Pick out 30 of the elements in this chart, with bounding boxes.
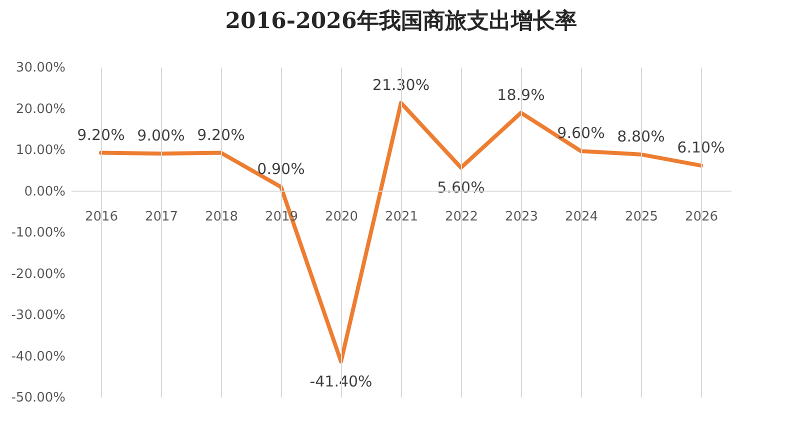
- data-label: -41.40%: [310, 372, 372, 391]
- data-label: 0.90%: [257, 160, 305, 178]
- x-tick-label: 2020: [324, 209, 358, 224]
- y-tick-label: 10.00%: [16, 143, 66, 158]
- x-tick-label: 2025: [624, 209, 658, 224]
- x-tick-label: 2024: [564, 209, 598, 224]
- data-label: 18.9%: [497, 86, 545, 104]
- y-tick-label: -30.00%: [11, 308, 66, 323]
- y-tick-label: 30.00%: [16, 60, 66, 76]
- y-tick-label: -40.00%: [11, 349, 66, 364]
- x-tick-label: 2016: [84, 209, 118, 224]
- y-tick-label: -20.00%: [11, 266, 66, 282]
- chart-title: 2016-2026年我国商旅支出增长率: [225, 8, 577, 34]
- x-tick-label: 2022: [444, 209, 478, 224]
- y-tick-label: -50.00%: [11, 390, 66, 406]
- y-tick-label: -10.00%: [11, 226, 66, 240]
- data-label: 6.10%: [677, 138, 725, 157]
- x-tick-label: 2026: [684, 209, 718, 224]
- data-label: 8.80%: [617, 127, 665, 146]
- data-label: 21.30%: [372, 76, 430, 94]
- x-tick-label: 2023: [504, 209, 538, 224]
- x-tick-label: 2021: [384, 209, 418, 224]
- data-label: 9.20%: [197, 126, 245, 144]
- x-tick-label: 2018: [204, 209, 238, 224]
- y-tick-label: 0.00%: [24, 184, 66, 200]
- data-label: 9.60%: [557, 124, 605, 142]
- data-label: 9.20%: [77, 126, 125, 144]
- y-tick-label: 20.00%: [16, 102, 66, 117]
- x-tick-label: 2017: [144, 209, 178, 224]
- data-label: 9.00%: [137, 126, 185, 145]
